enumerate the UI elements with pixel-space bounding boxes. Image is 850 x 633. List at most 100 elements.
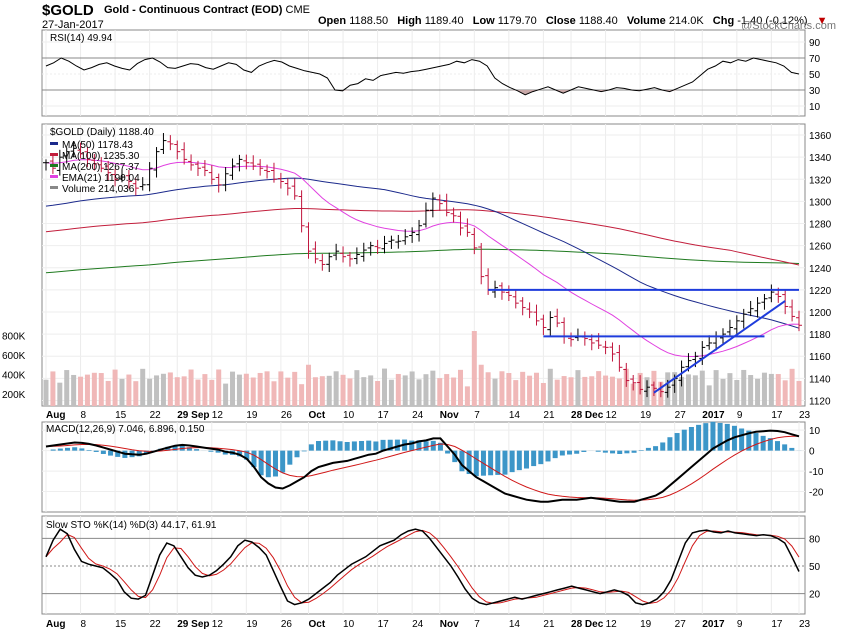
macd-line	[45, 429, 800, 503]
macd-histogram-bar	[316, 441, 322, 451]
volume-bar	[533, 372, 539, 406]
macd-histogram-bar	[538, 450, 544, 465]
macd-histogram-bar	[294, 450, 300, 458]
volume-bar	[603, 375, 609, 406]
volume-bar	[326, 375, 332, 406]
open-value: 1188.50	[349, 15, 389, 27]
volume-tick: 200K	[2, 390, 26, 401]
x-label: 28 Dec	[571, 410, 604, 421]
macd-histogram-bar	[502, 450, 508, 475]
macd-histogram-bar	[552, 450, 558, 459]
macd-histogram-bar	[645, 447, 651, 451]
x-label-bottom: 23	[799, 619, 811, 630]
volume-bar	[527, 375, 533, 406]
macd-histogram-bar	[660, 442, 666, 451]
macd-histogram-bar	[50, 449, 56, 451]
volume-bar	[133, 381, 139, 406]
volume-bar	[154, 375, 160, 406]
macd-histogram-bar	[674, 433, 680, 451]
price-tick: 1280	[809, 220, 832, 231]
x-label-bottom: 29 Sep	[177, 619, 209, 630]
legend-entry: EMA(21) 1190.04	[62, 173, 140, 184]
macd-histogram-bar	[782, 444, 788, 451]
macd-histogram-bar	[624, 450, 630, 454]
x-label-bottom: 10	[343, 619, 355, 630]
high-label: High	[397, 15, 422, 27]
macd-histogram-bar	[100, 450, 106, 454]
x-label-bottom: 21	[543, 619, 555, 630]
macd-histogram-bar	[617, 450, 623, 454]
macd-histogram-bar	[172, 445, 178, 451]
volume-bar	[402, 375, 408, 406]
macd-histogram-bar	[86, 449, 92, 451]
macd-histogram-bar	[301, 450, 307, 452]
x-label: 17	[771, 410, 783, 421]
volume-bar	[84, 374, 90, 406]
macd-histogram-bar	[703, 423, 709, 451]
x-label: 7	[474, 410, 480, 421]
macd-histogram-bar	[323, 440, 329, 451]
volume-bar	[768, 373, 774, 406]
volume-bar	[147, 378, 153, 406]
x-label: Oct	[309, 410, 326, 421]
volume-bar	[388, 379, 394, 406]
x-label: 19	[246, 410, 258, 421]
volume-bar	[741, 369, 747, 406]
macd-histogram-bar	[409, 440, 415, 451]
x-label: 22	[150, 410, 162, 421]
x-label: 23	[799, 410, 811, 421]
macd-histogram-bar	[681, 429, 687, 451]
x-label-bottom: 8	[81, 619, 87, 630]
volume-bar	[430, 370, 436, 406]
x-label-bottom: 7	[474, 619, 480, 630]
volume-bar	[195, 379, 201, 406]
macd-histogram-bar	[143, 450, 149, 455]
x-label-bottom: 2017	[702, 619, 725, 630]
volume-bar	[340, 374, 346, 406]
volume-bar	[382, 368, 388, 406]
legend-entry: MA(200) 1267.37	[62, 162, 140, 173]
volume-bar	[409, 371, 415, 406]
volume-bar	[112, 369, 118, 406]
macd-histogram-bar	[445, 450, 451, 454]
macd-histogram-bar	[165, 446, 171, 451]
volume-bar	[105, 380, 111, 406]
volume-tick: 800K	[2, 332, 26, 343]
volume-bar	[685, 374, 691, 406]
volume-bar	[437, 378, 443, 406]
volume-bar	[416, 379, 422, 406]
volume-bar	[202, 374, 208, 406]
x-label-bottom: 12	[212, 619, 224, 630]
x-label-bottom: 22	[150, 619, 162, 630]
x-label-bottom: 12	[606, 619, 618, 630]
macd-histogram-bar	[466, 450, 472, 475]
macd-histogram-bar	[272, 450, 278, 477]
macd-histogram-bar	[667, 437, 673, 451]
macd-histogram-bar	[208, 450, 214, 452]
sto-tick: 50	[809, 562, 821, 573]
macd-label: MACD(12,26,9) 7.046, 6.896, 0.150	[46, 424, 205, 435]
volume-bar	[775, 374, 781, 406]
volume-bar	[368, 375, 374, 406]
price-tick: 1180	[809, 330, 831, 341]
close-value: 1188.40	[578, 15, 618, 27]
legend-swatch	[50, 153, 58, 156]
volume-bar	[513, 380, 519, 406]
description: Gold - Continuous Contract (EOD) CME	[104, 4, 310, 16]
ema21-line	[45, 159, 800, 357]
macd-histogram-bar	[710, 421, 716, 451]
volume-bar	[230, 371, 236, 406]
x-label: Aug	[46, 410, 65, 421]
x-label: 10	[343, 410, 355, 421]
volume-bar	[167, 372, 173, 406]
rsi-tick: 90	[809, 38, 821, 49]
macd-histogram-bar	[108, 450, 114, 456]
volume-bar	[492, 378, 498, 406]
low-value: 1179.70	[497, 15, 537, 27]
macd-histogram-bar	[308, 444, 314, 451]
price-tick: 1220	[809, 286, 832, 297]
volume-bar	[720, 378, 726, 406]
macd-histogram-bar	[767, 438, 773, 451]
macd-histogram-bar	[516, 450, 522, 471]
volume-bar	[140, 368, 146, 406]
